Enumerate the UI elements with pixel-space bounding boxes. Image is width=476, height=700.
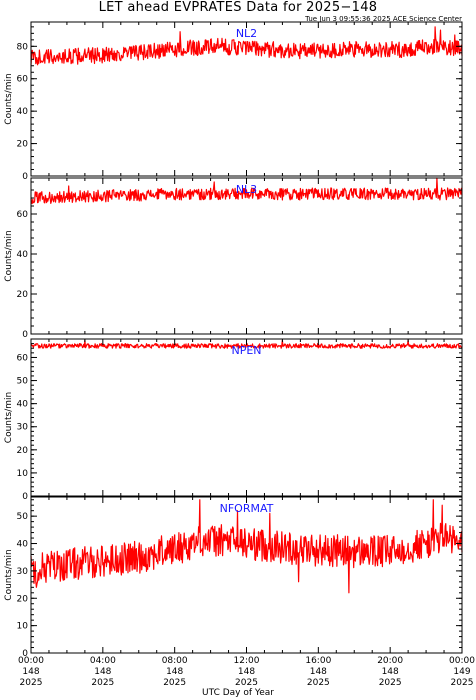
x-tick-label: 00:00 149 2025: [449, 656, 475, 688]
y-tick-label: 60: [17, 353, 29, 363]
x-tick-label: 00:00 148 2025: [18, 656, 44, 688]
panel-2: 0 10 20 30 40 50 60 Counts/min NPEN: [4, 338, 463, 502]
y-tick-label: 0: [22, 330, 28, 340]
y-tick-label: 20: [17, 446, 29, 456]
x-tick-label: 20:00 148 2025: [377, 656, 403, 688]
x-tick-label: 08:00 148 2025: [162, 656, 188, 688]
y-tick-label: 20: [17, 594, 29, 604]
x-axis-title: UTC Day of Year: [202, 688, 274, 698]
y-tick-label: 40: [17, 400, 29, 410]
y-axis-label: Counts/min: [4, 73, 14, 124]
panel-3: 0 10 20 30 40 50 Counts/min NFORMAT: [4, 496, 463, 659]
x-tick-label: 12:00 148 2025: [234, 656, 260, 688]
y-tick-label: 50: [17, 512, 29, 522]
y-axis-label: Counts/min: [4, 392, 14, 443]
y-axis-label: Counts/min: [4, 230, 14, 281]
y-tick-label: 10: [17, 469, 29, 479]
y-tick-label: 20: [17, 140, 29, 150]
data-trace: [30, 26, 463, 66]
x-tick-label: 16:00 148 2025: [305, 656, 331, 688]
y-tick-label: 30: [17, 567, 29, 577]
y-tick-label: 50: [17, 377, 29, 387]
data-trace: [30, 177, 463, 205]
y-tick-label: 80: [17, 42, 29, 52]
data-trace: [30, 499, 463, 594]
panel-frame: [30, 177, 463, 335]
y-tick-label: 0: [22, 492, 28, 502]
y-tick-label: 40: [17, 250, 29, 260]
x-tick-label: 04:00 148 2025: [90, 656, 116, 688]
y-tick-label: 0: [22, 649, 28, 659]
chart-title: LET ahead EVPRATES Data for 2025−148: [98, 0, 378, 15]
y-tick-label: 60: [17, 75, 29, 85]
y-tick-label: 40: [17, 540, 29, 550]
y-tick-label: 30: [17, 423, 29, 433]
panel-0: 0 20 40 60 80 Counts/min NL2: [4, 21, 463, 182]
generated-timestamp: Tue Jun 3 09:55:36 2025 ACE Science Cent…: [305, 15, 462, 23]
y-tick-label: 20: [17, 290, 29, 300]
series-label: NL2: [236, 27, 257, 40]
y-tick-label: 40: [17, 107, 29, 117]
series-label: NPEN: [231, 344, 261, 357]
series-label: NL3: [236, 183, 257, 196]
panel-frame: [30, 338, 463, 497]
y-axis-label: Counts/min: [4, 549, 14, 600]
series-label: NFORMAT: [220, 502, 274, 515]
y-tick-label: 0: [22, 172, 28, 182]
y-tick-label: 10: [17, 622, 29, 632]
y-tick-label: 60: [17, 210, 29, 220]
